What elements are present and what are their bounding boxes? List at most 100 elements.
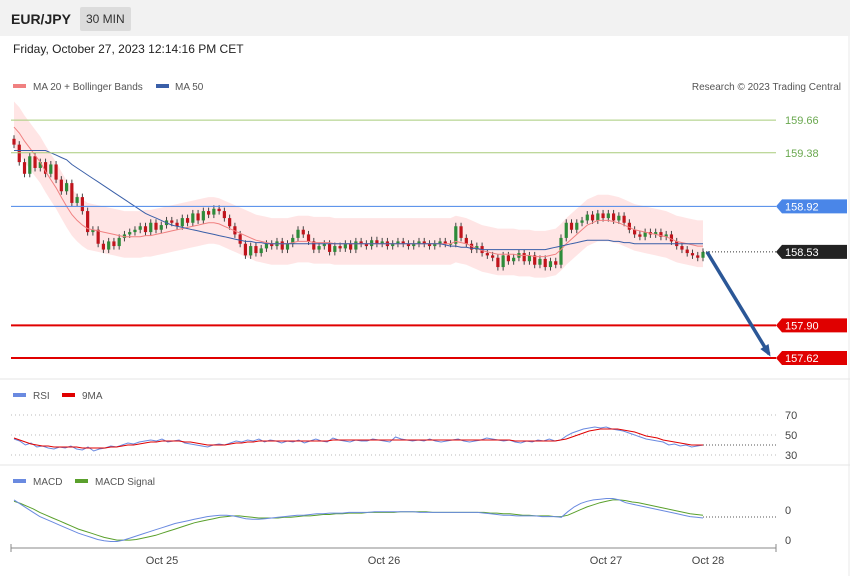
candle-body bbox=[643, 232, 647, 237]
timeframe-button[interactable]: 30 MIN bbox=[80, 7, 131, 31]
candle-body bbox=[417, 241, 421, 244]
candle-body bbox=[354, 241, 358, 250]
level-label-159.66: 159.66 bbox=[785, 115, 819, 127]
macd-signal-line bbox=[13, 499, 704, 541]
candle-body bbox=[154, 222, 158, 230]
candle-body bbox=[554, 261, 558, 265]
candle-body bbox=[606, 213, 610, 219]
candle-body bbox=[122, 234, 127, 238]
rsi-plot: 30 50 70 bbox=[11, 410, 797, 462]
level-tag-157.62 bbox=[776, 351, 847, 366]
level-label-158.92: 158.92 bbox=[785, 201, 819, 213]
price-levels: 159.66 159.38 158.92 158.53 157.90 157.62 bbox=[11, 115, 847, 366]
x-axis: Oct 25 Oct 26 Oct 27 Oct 28 bbox=[10, 544, 777, 567]
rsi-ma-line bbox=[13, 428, 703, 449]
rsi-ma-legend-label: 9MA bbox=[82, 391, 103, 402]
candle-body bbox=[575, 222, 579, 230]
forecast-arrow-head bbox=[760, 344, 771, 357]
candle-body bbox=[491, 255, 495, 258]
rsi-tick-label: 70 bbox=[785, 410, 797, 422]
candle-body bbox=[170, 220, 174, 223]
rsi-ma-legend-swatch bbox=[62, 393, 75, 397]
candle-body bbox=[543, 258, 547, 268]
candle-body bbox=[233, 226, 237, 235]
candle-body bbox=[638, 234, 642, 237]
candle-body bbox=[680, 246, 684, 250]
candle-body bbox=[91, 229, 95, 233]
candle-body bbox=[396, 241, 400, 244]
candle-body bbox=[669, 234, 674, 242]
candle-body bbox=[622, 215, 626, 223]
candle-body bbox=[601, 213, 605, 219]
candle-body bbox=[201, 211, 205, 221]
x-tick-label: Oct 28 bbox=[692, 555, 724, 567]
candle-body bbox=[312, 241, 316, 250]
candle-body bbox=[49, 164, 53, 174]
candle-body bbox=[296, 229, 300, 238]
rsi-line bbox=[13, 426, 704, 452]
candle-body bbox=[427, 243, 432, 247]
macd-tick-label: 0 bbox=[785, 535, 791, 547]
candle-body bbox=[596, 213, 600, 221]
forecast-arrow-shaft bbox=[705, 250, 771, 355]
candle-body bbox=[443, 241, 447, 244]
candle-body bbox=[333, 246, 337, 252]
candle-body bbox=[243, 243, 248, 256]
candle-body bbox=[33, 156, 37, 168]
candle-body bbox=[590, 214, 595, 221]
price-plot bbox=[12, 101, 705, 278]
candle-body bbox=[522, 253, 526, 262]
macd-plot: 00 bbox=[13, 498, 791, 547]
candle-body bbox=[280, 241, 284, 250]
candle-body bbox=[306, 234, 311, 242]
candle-body bbox=[43, 162, 48, 174]
candle-body bbox=[527, 255, 532, 262]
candle-body bbox=[17, 144, 21, 163]
candle-body bbox=[191, 213, 195, 223]
candle-body bbox=[80, 197, 84, 212]
candle-body bbox=[254, 246, 258, 254]
chart-header: EUR/JPY 30 MIN bbox=[0, 0, 850, 36]
candle-body bbox=[375, 240, 379, 244]
level-label-159.38: 159.38 bbox=[785, 148, 819, 160]
candle-body bbox=[207, 211, 211, 215]
candle-body bbox=[469, 243, 474, 250]
candle-body bbox=[212, 208, 216, 215]
candle-body bbox=[391, 243, 395, 247]
candle-body bbox=[86, 211, 90, 233]
candle-body bbox=[569, 222, 574, 230]
candle-body bbox=[401, 241, 405, 244]
candle-body bbox=[138, 226, 142, 230]
timestamp: Friday, October 27, 2023 12:14:16 PM CET bbox=[13, 42, 244, 56]
candle-body bbox=[38, 162, 42, 168]
candle-body bbox=[538, 258, 542, 265]
candle-body bbox=[664, 234, 668, 237]
candle-body bbox=[238, 234, 242, 244]
candle-body bbox=[659, 232, 663, 237]
macd-line bbox=[13, 498, 704, 542]
candle-body bbox=[585, 214, 589, 221]
macd-legend-label: MACD bbox=[33, 477, 62, 488]
candle-body bbox=[249, 246, 253, 256]
candle-body bbox=[70, 183, 74, 203]
candle-body bbox=[222, 211, 226, 219]
candle-body bbox=[464, 237, 468, 244]
candle-body bbox=[101, 243, 106, 250]
rsi-legend-label: RSI bbox=[33, 391, 50, 402]
candle-body bbox=[433, 243, 437, 247]
candle-body bbox=[548, 261, 553, 268]
candle-body bbox=[143, 226, 148, 233]
candle-body bbox=[559, 237, 563, 265]
rsi-tick-label: 50 bbox=[785, 430, 797, 442]
macd-signal-legend-swatch bbox=[75, 479, 88, 483]
level-tag-158.92 bbox=[776, 199, 847, 214]
candle-body bbox=[506, 255, 510, 262]
candle-body bbox=[496, 257, 500, 268]
candle-body bbox=[338, 246, 342, 249]
candle-body bbox=[654, 232, 658, 235]
rsi-tick-label: 30 bbox=[785, 450, 797, 462]
candle-body bbox=[475, 246, 479, 250]
candle-body bbox=[196, 213, 200, 221]
candle-body bbox=[128, 232, 132, 235]
candle-body bbox=[370, 240, 374, 247]
